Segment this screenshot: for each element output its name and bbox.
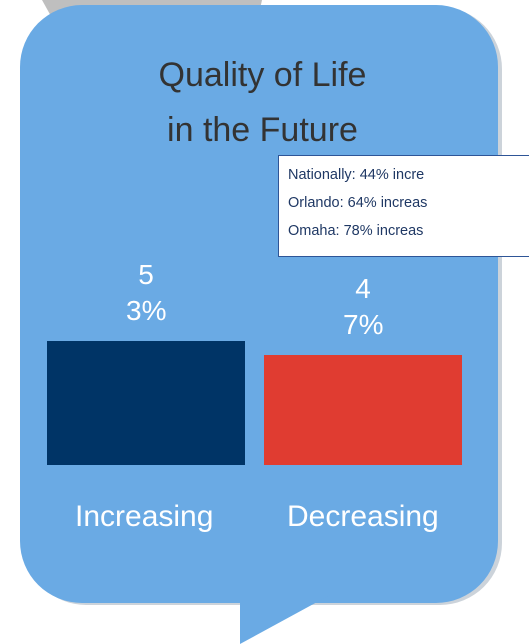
annotation: Omaha: 78% increas — [288, 223, 424, 239]
bar — [264, 355, 462, 465]
bar — [47, 340, 245, 465]
chart-title: Quality of Life — [158, 56, 367, 94]
category-label: Increasing — [75, 500, 214, 533]
chart-title: in the Future — [167, 111, 358, 149]
bottom-tail — [240, 595, 330, 644]
callout: Nationally: 44% incre Orlando: 64% incre… — [278, 155, 529, 257]
annotation: Nationally: 44% incre — [288, 167, 425, 183]
annotation: Orlando: 64% increas — [288, 195, 428, 211]
value-label: 47% — [343, 273, 384, 341]
category-label: Decreasing — [287, 500, 439, 533]
value-label: 53% — [126, 258, 167, 326]
